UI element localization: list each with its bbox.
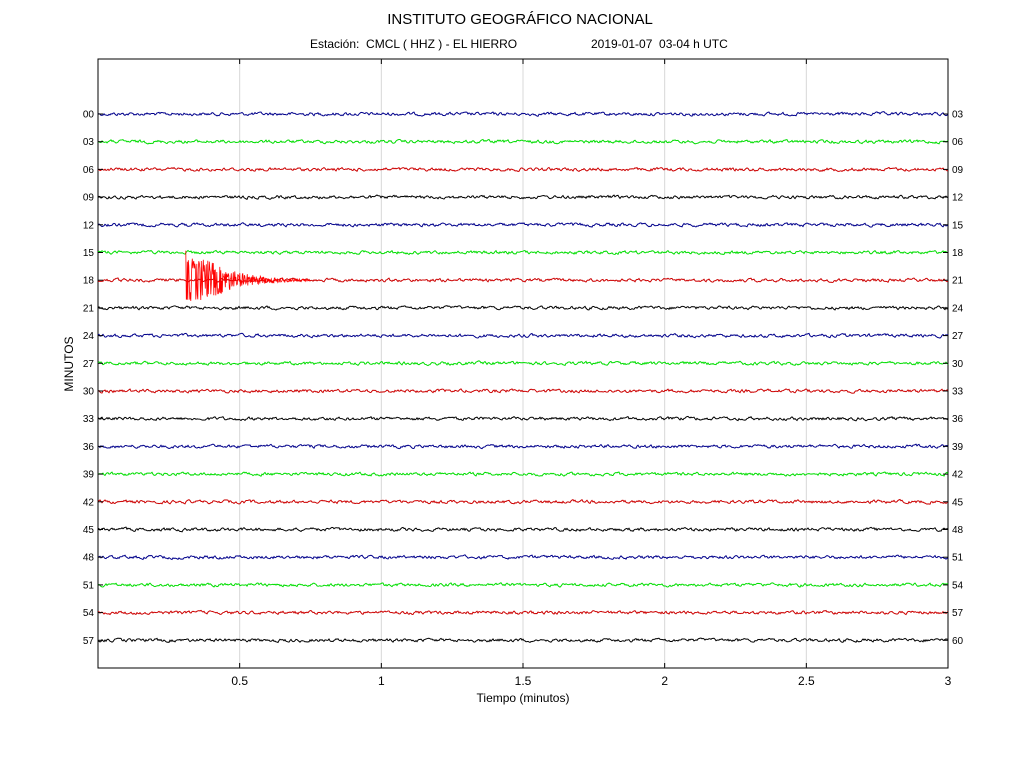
- trace-label-right: 09: [952, 165, 964, 176]
- trace-label-left: 15: [83, 248, 95, 259]
- x-tick-label: 2: [661, 674, 668, 688]
- trace-line: [97, 360, 949, 367]
- trace-line: [97, 526, 949, 533]
- trace-label-right: 42: [952, 470, 964, 481]
- x-tick-label: 1: [378, 674, 385, 688]
- trace-label-left: 27: [83, 359, 95, 370]
- trace-label-right: 24: [952, 303, 964, 314]
- trace-line: [97, 582, 949, 588]
- ticks: [98, 59, 949, 668]
- trace-line: [97, 388, 949, 394]
- trace-label-left: 54: [83, 608, 95, 619]
- x-axis-label: Tiempo (minutos): [477, 691, 570, 705]
- trace-label-right: 36: [952, 414, 964, 425]
- trace-line: [97, 222, 949, 228]
- trace-label-right: 39: [952, 442, 964, 453]
- trace-line: [97, 249, 949, 256]
- trace-label-left: 39: [83, 470, 95, 481]
- x-tick-labels: 0.5 1 1.5 2 2.5 3: [231, 674, 951, 688]
- trace-line: [97, 498, 949, 505]
- trace-label-left: 30: [83, 387, 95, 398]
- trace-label-right: 30: [952, 359, 964, 370]
- y-axis-label: MINUTOS: [62, 336, 76, 391]
- trace-line: [97, 609, 949, 616]
- trace-label-left: 51: [83, 580, 95, 591]
- trace-label-right: 48: [952, 525, 964, 536]
- trace-line: [97, 305, 949, 311]
- trace-label-left: 33: [83, 414, 95, 425]
- station-info: Estación: CMCL ( HHZ ) - EL HIERRO: [310, 37, 518, 51]
- left-labels: 00 03 06 09 12 15 18 21 24 27 30 33 36 39 42 45 48 51 54 57: [83, 110, 95, 647]
- x-tick-label: 1.5: [515, 674, 532, 688]
- trace-label-right: 51: [952, 553, 964, 564]
- trace-label-left: 03: [83, 137, 95, 148]
- trace-line: [97, 443, 949, 450]
- trace-label-left: 48: [83, 553, 95, 564]
- date-info: 2019-01-07 03-04 h UTC: [591, 37, 728, 51]
- trace-line: [97, 166, 949, 173]
- earthquake-signal: [185, 250, 311, 302]
- trace-label-right: 27: [952, 331, 964, 342]
- page-title: INSTITUTO GEOGRÁFICO NACIONAL: [387, 11, 653, 28]
- trace-label-left: 45: [83, 525, 95, 536]
- trace-line: [97, 554, 949, 561]
- trace-label-left: 09: [83, 193, 95, 204]
- x-tick-label: 0.5: [231, 674, 248, 688]
- trace-label-left: 57: [83, 636, 95, 647]
- trace-label-right: 60: [952, 636, 964, 647]
- trace-label-right: 57: [952, 608, 964, 619]
- trace-line: [97, 332, 949, 339]
- x-tick-label: 3: [945, 674, 952, 688]
- trace-label-right: 45: [952, 497, 964, 508]
- trace-label-left: 36: [83, 442, 95, 453]
- trace-label-left: 12: [83, 220, 95, 231]
- trace-label-right: 18: [952, 248, 964, 259]
- trace-label-right: 12: [952, 193, 964, 204]
- trace-label-right: 03: [952, 110, 964, 121]
- trace-label-right: 06: [952, 137, 964, 148]
- trace-label-right: 21: [952, 276, 964, 287]
- trace-line: [97, 471, 949, 477]
- trace-label-right: 54: [952, 580, 964, 591]
- trace-line: [97, 637, 949, 644]
- trace-label-right: 15: [952, 220, 964, 231]
- trace-line: [97, 138, 949, 145]
- trace-label-left: 00: [83, 110, 95, 121]
- trace-line: [97, 194, 949, 200]
- trace-label-right: 33: [952, 387, 964, 398]
- trace-label-left: 06: [83, 165, 95, 176]
- trace-label-left: 42: [83, 497, 95, 508]
- trace-label-left: 18: [83, 276, 95, 287]
- trace-label-left: 21: [83, 303, 95, 314]
- trace-label-left: 24: [83, 331, 95, 342]
- trace-line: [97, 111, 949, 117]
- right-labels: 03 06 09 12 15 18 21 24 27 30 33 36 39 42 45 48 51 54 57 60: [952, 110, 964, 647]
- traces: [97, 111, 949, 644]
- trace-line: [97, 415, 949, 422]
- x-tick-label: 2.5: [798, 674, 815, 688]
